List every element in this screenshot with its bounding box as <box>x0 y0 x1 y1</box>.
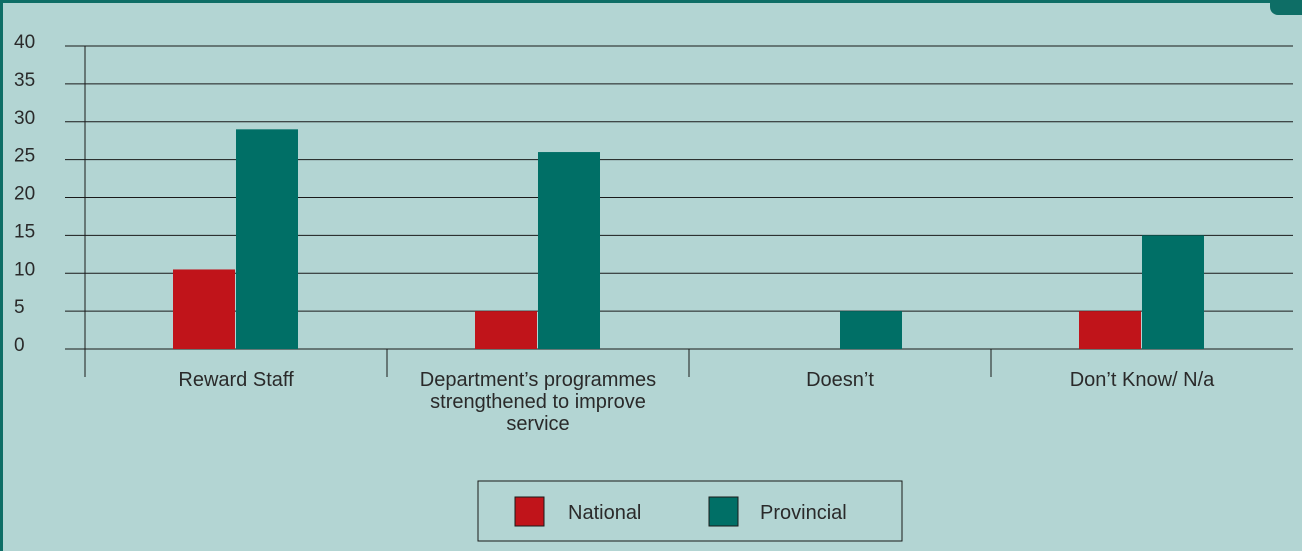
bar-provincial-1 <box>538 152 600 349</box>
y-tick-label: 0 <box>14 335 25 356</box>
bar-provincial-0 <box>236 129 298 349</box>
legend-box <box>477 480 903 542</box>
x-tick-label: Doesn’t <box>806 369 874 391</box>
tick-labels: 0 5 10 15 20 25 30 35 40 Reward Staff Department’s… <box>14 32 1215 435</box>
legend-label-national: National <box>568 502 641 524</box>
bar-provincial-2 <box>840 311 902 349</box>
bar-national-1 <box>475 311 537 349</box>
bar-provincial-3 <box>1142 235 1204 349</box>
x-tick-label: Don’t Know/ N/a <box>1070 369 1215 391</box>
bar-national-0 <box>173 269 235 349</box>
x-tick-label: Department’s programmes <box>420 369 656 391</box>
corner-tab-decoration <box>1270 3 1302 15</box>
y-tick-label: 10 <box>14 259 35 280</box>
y-tick-label: 15 <box>14 221 35 242</box>
legend-swatch-provincial <box>708 496 739 527</box>
x-tick-label: strengthened to improve <box>430 391 646 413</box>
y-tick-label: 40 <box>14 32 35 53</box>
y-tick-label: 20 <box>14 184 35 205</box>
bar-national-3 <box>1079 311 1141 349</box>
x-tick-label: service <box>506 413 569 435</box>
bars <box>173 129 1204 349</box>
legend: National Provincial <box>477 480 903 542</box>
legend-swatch-national <box>514 496 545 527</box>
axes <box>84 46 992 377</box>
y-tick-label: 5 <box>14 297 25 318</box>
x-tick-label: Reward Staff <box>178 369 294 391</box>
y-tick-label: 30 <box>14 108 35 129</box>
y-tick-label: 35 <box>14 70 35 91</box>
legend-label-provincial: Provincial <box>760 502 847 524</box>
y-tick-label: 25 <box>14 146 35 167</box>
